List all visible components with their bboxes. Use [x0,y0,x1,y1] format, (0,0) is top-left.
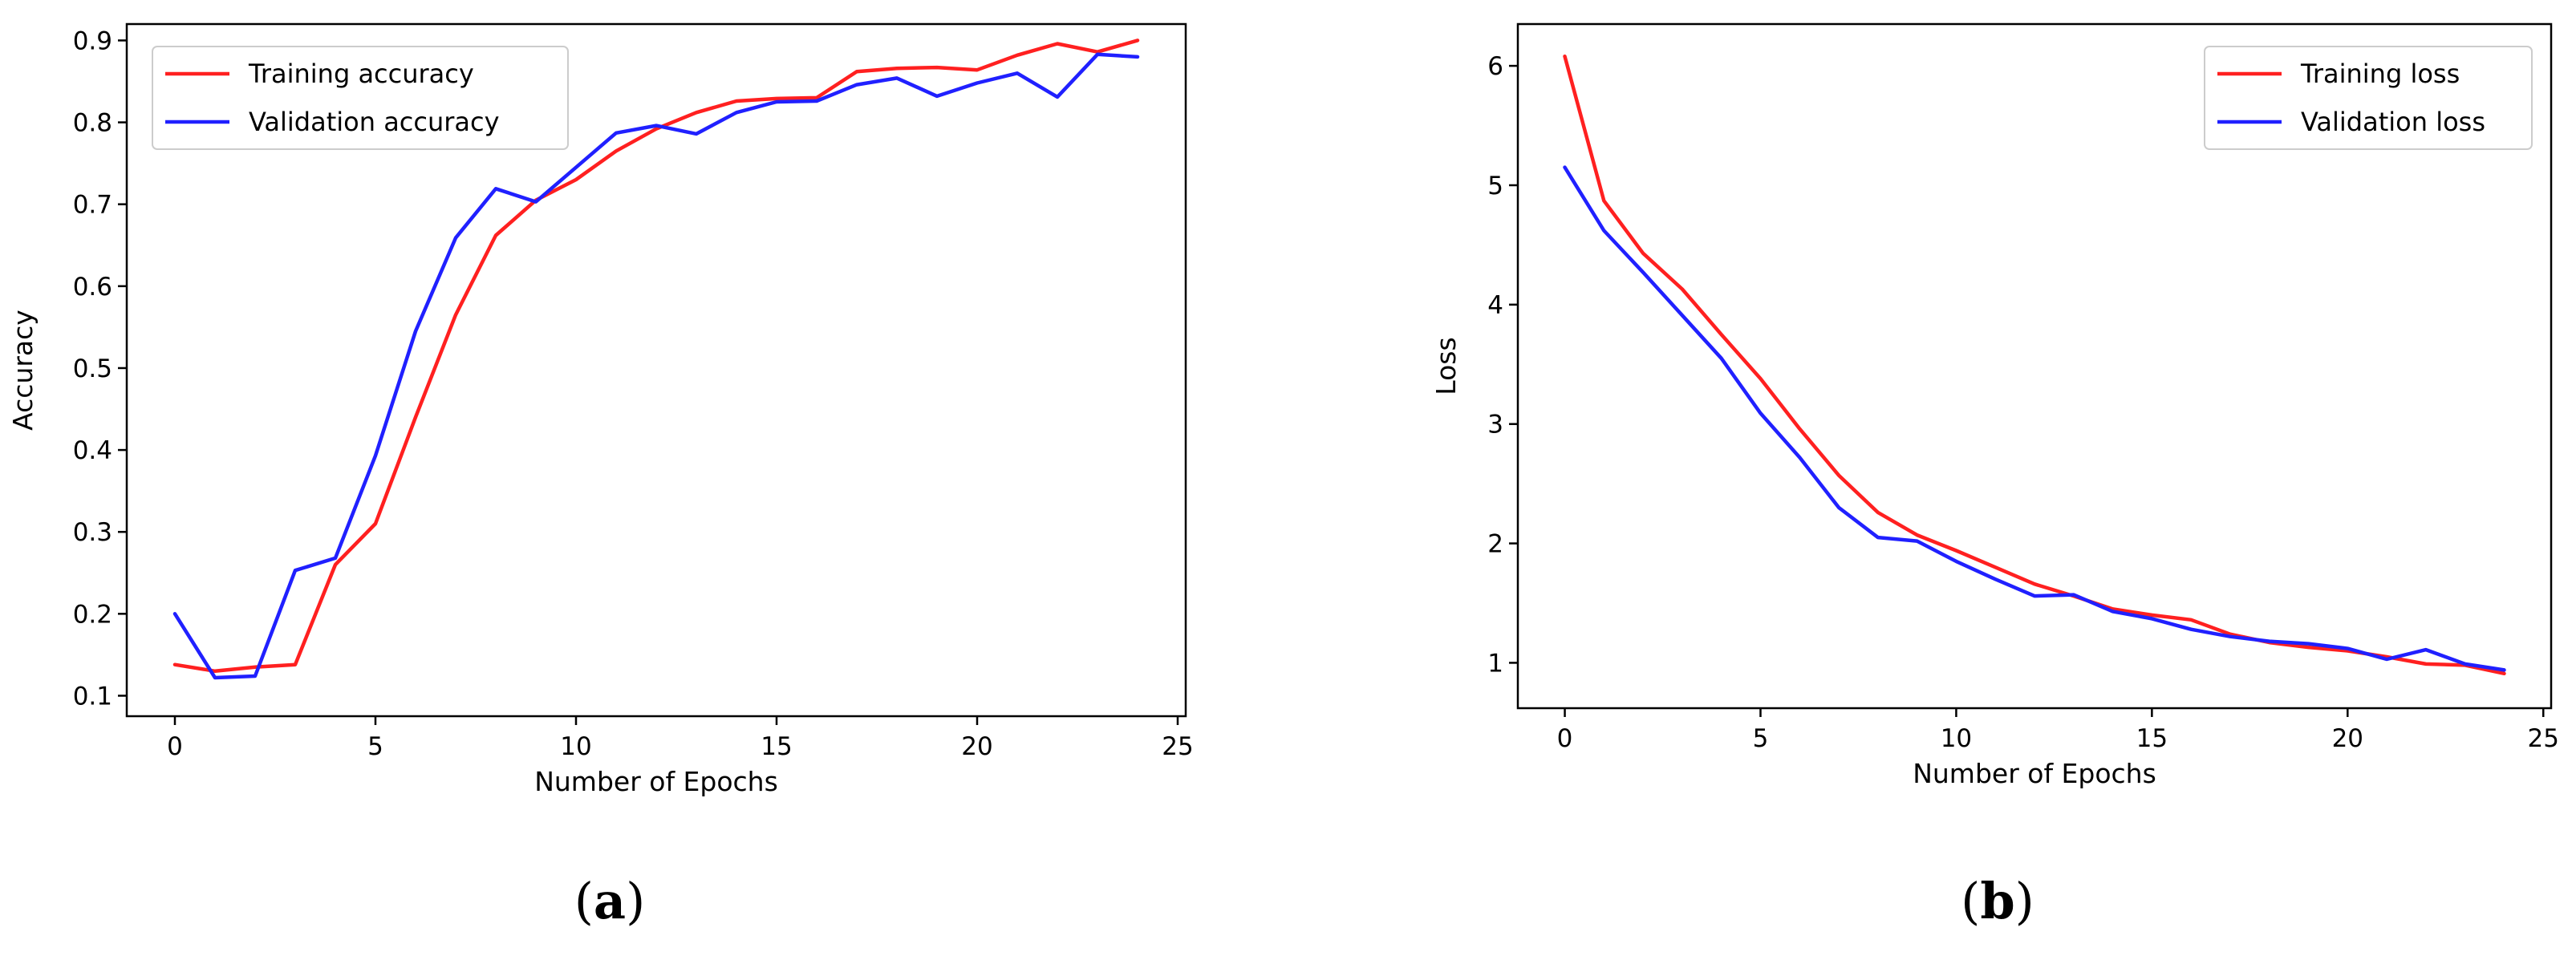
y-tick-label: 0.8 [73,109,112,138]
chart-loss: 0 5 10 15 20 25 1 2 3 4 5 6 Number of Epochs Loss Trai… [1430,22,2559,930]
y-tick-label: 0.9 [73,26,112,55]
y-tick-label: 0.4 [73,436,112,465]
legend-label: Training accuracy [248,59,474,89]
x-tick-label: 10 [560,732,591,761]
legend: Training loss Validation loss [2204,46,2533,150]
x-tick-label: 0 [167,732,183,761]
chart-accuracy: 0 5 10 15 20 25 0.1 0.2 0.3 0.4 0.5 0.6 0.7 0.8 0.9 Num… [7,22,1194,930]
x-axis-title: Number of Epochs [534,766,778,797]
y-tick-label: 0.7 [73,191,112,220]
y-tick-label: 3 [1487,411,1503,440]
y-tick-label: 6 [1487,52,1503,81]
legend-label: Validation accuracy [249,107,500,137]
x-tick-label: 25 [2528,724,2559,753]
x-axis-title: Number of Epochs [1913,758,2156,789]
y-tick-label: 2 [1487,530,1503,559]
x-tick-label: 15 [2136,724,2168,753]
legend: Training accuracy Validation accuracy [152,46,569,150]
panel-letter: a [594,872,626,930]
x-tick-label: 20 [2332,724,2363,753]
x-tick-label: 15 [761,732,792,761]
y-tick-label: 4 [1487,291,1503,320]
panel-letter: b [1980,872,2014,930]
series-line-training [172,38,1140,674]
y-tick-label: 0.6 [73,273,112,302]
panel-label: (b) [1961,872,2034,930]
x-tick-label: 5 [1753,724,1769,753]
plot-frame [1516,22,2553,710]
legend-label: Training loss [2300,59,2460,89]
x-tick-label: 20 [961,732,992,761]
plot-frame [125,22,1187,718]
y-tick-label: 1 [1487,649,1503,678]
y-tick-label: 0.2 [73,600,112,629]
legend-frame [2204,46,2533,150]
x-tick-label: 5 [367,732,383,761]
y-tick-label: 5 [1487,172,1503,201]
panel-label: (a) [574,872,646,930]
series-line-validation [1563,165,2506,672]
y-tick-label: 0.1 [73,682,112,711]
x-tick-label: 25 [1162,732,1193,761]
y-tick-label: 0.3 [73,518,112,547]
y-axis-title: Loss [1430,337,1462,395]
legend-label: Validation loss [2301,107,2485,137]
legend-frame [152,46,569,150]
y-tick-label: 0.5 [73,354,112,383]
x-tick-label: 10 [1941,724,1972,753]
series-line-training [1563,54,2506,676]
x-tick-label: 0 [1557,724,1573,753]
y-axis-title: Accuracy [7,310,39,431]
series-line-validation [172,52,1140,680]
